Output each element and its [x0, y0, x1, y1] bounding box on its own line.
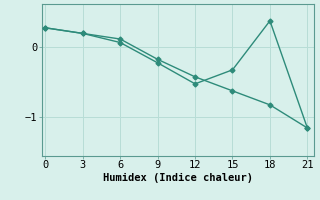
X-axis label: Humidex (Indice chaleur): Humidex (Indice chaleur): [103, 173, 252, 183]
